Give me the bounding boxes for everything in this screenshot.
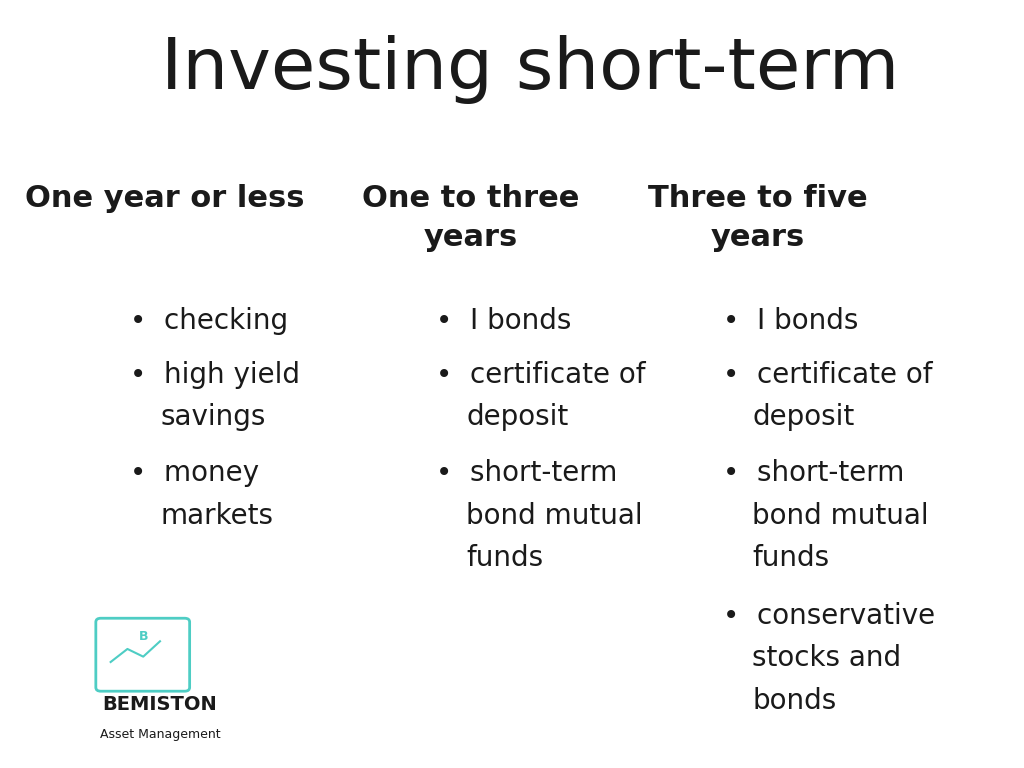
Text: Investing short-term: Investing short-term xyxy=(161,35,899,104)
Text: funds: funds xyxy=(466,544,544,571)
Text: markets: markets xyxy=(160,502,273,529)
Text: funds: funds xyxy=(753,544,829,571)
Text: bond mutual: bond mutual xyxy=(753,502,929,529)
Text: •  I bonds: • I bonds xyxy=(723,307,858,335)
Text: bond mutual: bond mutual xyxy=(466,502,643,529)
Text: •  short-term: • short-term xyxy=(436,459,617,487)
Text: Asset Management: Asset Management xyxy=(99,728,220,741)
Text: One to three
years: One to three years xyxy=(362,184,580,252)
Text: •  I bonds: • I bonds xyxy=(436,307,571,335)
Text: •  checking: • checking xyxy=(130,307,289,335)
Text: deposit: deposit xyxy=(466,403,568,431)
Text: One year or less: One year or less xyxy=(26,184,305,214)
Text: •  certificate of: • certificate of xyxy=(723,361,932,389)
FancyBboxPatch shape xyxy=(96,618,189,691)
Text: savings: savings xyxy=(160,403,265,431)
Text: bonds: bonds xyxy=(753,687,837,714)
Text: •  money: • money xyxy=(130,459,259,487)
Text: •  short-term: • short-term xyxy=(723,459,904,487)
Text: stocks and: stocks and xyxy=(753,644,901,672)
Text: Three to five
years: Three to five years xyxy=(647,184,867,252)
Text: •  certificate of: • certificate of xyxy=(436,361,646,389)
Text: B: B xyxy=(138,630,148,643)
Text: deposit: deposit xyxy=(753,403,855,431)
Text: •  high yield: • high yield xyxy=(130,361,300,389)
Text: •  conservative: • conservative xyxy=(723,602,935,630)
Text: BEMISTON: BEMISTON xyxy=(102,695,217,714)
